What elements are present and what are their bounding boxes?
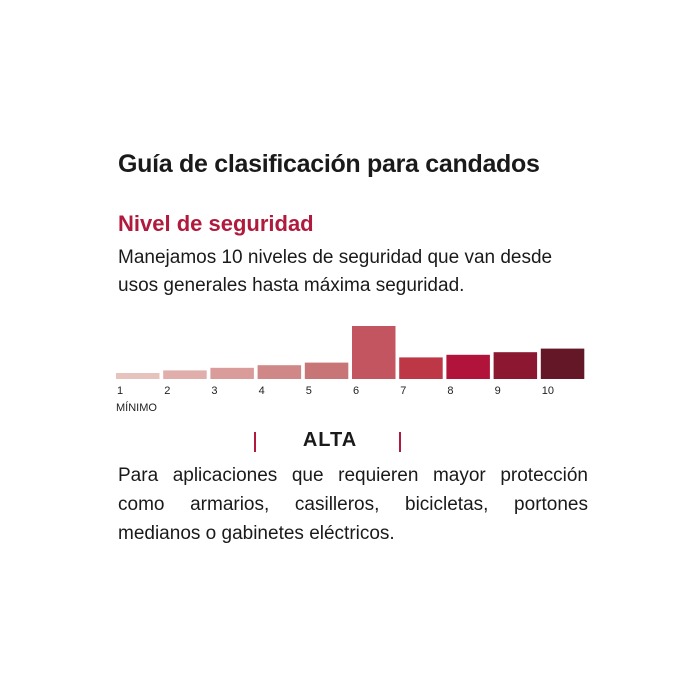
level-bar-8: [446, 354, 490, 379]
tick-label-5: 5: [306, 385, 312, 397]
page-title: Guía de clasificación para candados: [118, 150, 540, 178]
tick-label-4: 4: [259, 385, 265, 397]
level-bar-1: [116, 373, 160, 379]
tick-label-2: 2: [164, 385, 170, 397]
level-bar-10: [540, 348, 585, 379]
level-description: Para aplicaciones que requieren mayor pr…: [118, 465, 588, 544]
tick-label-3: 3: [211, 385, 217, 397]
level-bar-6: [352, 326, 396, 379]
intro-text: Manejamos 10 niveles de seguridad que va…: [118, 247, 553, 296]
tick-label-9: 9: [495, 385, 501, 397]
level-right-bar: [399, 432, 401, 452]
level-bar-9: [493, 352, 538, 379]
level-left-bar: [254, 432, 256, 452]
level-bar-2: [163, 370, 207, 379]
level-bar-3: [210, 367, 254, 379]
tick-label-7: 7: [400, 385, 406, 397]
tick-label-8: 8: [447, 385, 453, 397]
section-subtitle: Nivel de seguridad: [118, 211, 314, 236]
min-label: MÍNIMO: [116, 401, 157, 414]
level-label: ALTA: [302, 429, 358, 451]
tick-label-10: 10: [542, 385, 554, 397]
level-bar-5: [304, 362, 349, 379]
level-bar-7: [399, 357, 443, 379]
tick-label-6: 6: [353, 385, 359, 397]
tick-label-1: 1: [117, 385, 123, 397]
level-bar-4: [257, 365, 302, 379]
level-indicator: ALTA: [250, 428, 410, 458]
